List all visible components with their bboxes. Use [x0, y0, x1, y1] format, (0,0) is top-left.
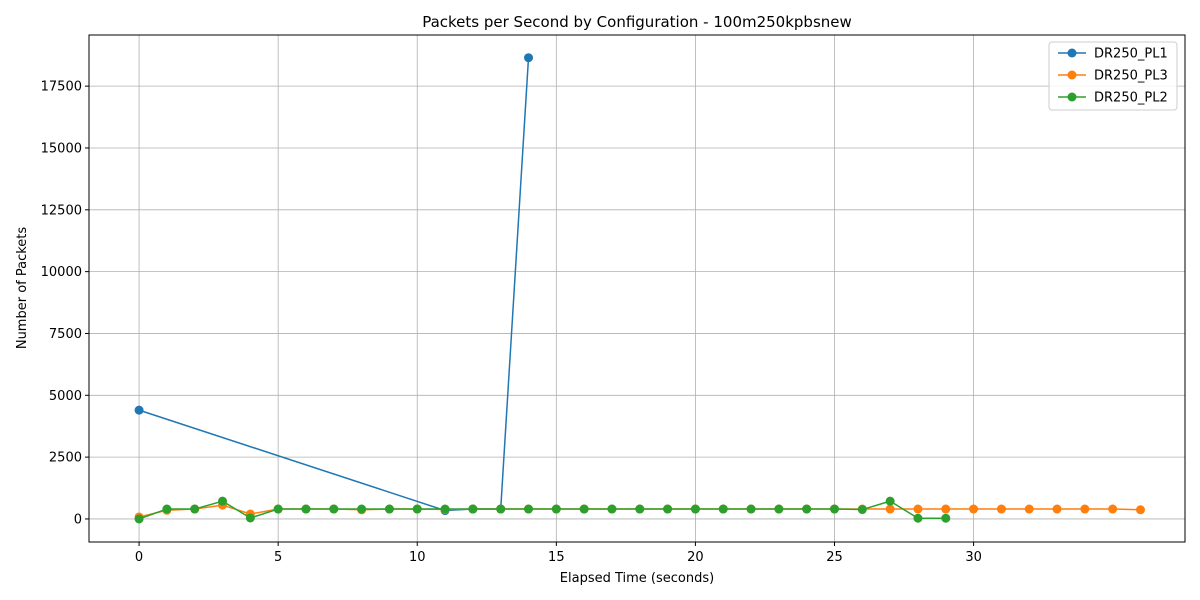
data-point-dr250-pl2: [496, 504, 506, 514]
data-point-dr250-pl2: [718, 504, 728, 514]
data-point-dr250-pl3: [1052, 504, 1062, 514]
legend-marker: [1067, 92, 1077, 102]
data-point-dr250-pl2: [162, 504, 172, 514]
data-point-dr250-pl3: [969, 504, 979, 514]
y-tick-label: 0: [74, 512, 82, 527]
x-axis-label: Elapsed Time (seconds): [560, 571, 714, 586]
data-point-dr250-pl3: [1080, 504, 1090, 514]
data-point-dr250-pl2: [273, 504, 283, 514]
data-point-dr250-pl2: [551, 504, 561, 514]
data-point-dr250-pl2: [607, 504, 617, 514]
legend-label: DR250_PL1: [1094, 47, 1168, 62]
y-tick-label: 5000: [49, 389, 82, 404]
data-point-dr250-pl2: [190, 504, 200, 514]
data-point-dr250-pl3: [1024, 504, 1034, 514]
series-line-dr250-pl1: [138, 57, 530, 512]
data-point-dr250-pl2: [329, 504, 339, 514]
data-point-dr250-pl2: [690, 504, 700, 514]
data-point-dr250-pl2: [941, 513, 951, 523]
x-tick-label: 0: [135, 550, 143, 565]
y-tick-label: 2500: [49, 451, 82, 466]
data-point-dr250-pl2: [301, 504, 311, 514]
series-lines: [134, 53, 1145, 524]
data-point-dr250-pl2: [384, 504, 394, 514]
y-tick-label: 12500: [41, 203, 82, 218]
legend-marker: [1067, 48, 1077, 58]
data-point-dr250-pl1: [524, 53, 534, 63]
y-axis-label: Number of Packets: [15, 227, 30, 350]
chart-title: Packets per Second by Configuration - 10…: [422, 13, 852, 31]
legend: DR250_PL1 DR250_PL3 DR250_PL2: [1048, 41, 1178, 111]
x-tick-label: 20: [687, 550, 704, 565]
y-tick-label: 7500: [49, 327, 82, 342]
data-point-dr250-pl2: [468, 504, 478, 514]
axis-ticks: 0 5 10 15 20 25 30 0 2500 5000 7500 10000 12500 15000…: [41, 80, 982, 565]
data-point-dr250-pl2: [857, 505, 867, 515]
data-point-dr250-pl2: [802, 504, 812, 514]
data-point-dr250-pl2: [357, 504, 367, 514]
legend-label: DR250_PL2: [1094, 91, 1168, 106]
data-point-dr250-pl2: [218, 496, 228, 506]
legend-label: DR250_PL3: [1094, 69, 1168, 84]
data-point-dr250-pl3: [913, 504, 923, 514]
data-point-dr250-pl2: [663, 504, 673, 514]
legend-box: [1048, 41, 1178, 111]
series-line-dr250-pl2: [138, 500, 946, 520]
x-tick-label: 5: [274, 550, 282, 565]
x-tick-label: 30: [965, 550, 982, 565]
plot-area: [88, 34, 1186, 543]
y-tick-label: 10000: [41, 265, 82, 280]
x-tick-label: 10: [409, 550, 426, 565]
data-point-dr250-pl2: [774, 504, 784, 514]
legend-marker: [1067, 70, 1077, 80]
data-point-dr250-pl3: [941, 504, 951, 514]
data-point-dr250-pl2: [913, 513, 923, 523]
data-point-dr250-pl2: [440, 504, 450, 514]
y-tick-label: 15000: [41, 141, 82, 156]
data-point-dr250-pl2: [412, 504, 422, 514]
grid-lines: [89, 35, 1185, 542]
data-point-dr250-pl3: [1135, 505, 1145, 515]
data-point-dr250-pl1: [134, 405, 144, 415]
y-tick-label: 17500: [41, 80, 82, 95]
data-point-dr250-pl3: [1108, 504, 1118, 514]
data-point-dr250-pl3: [885, 504, 895, 514]
data-point-dr250-pl2: [524, 504, 534, 514]
data-point-dr250-pl2: [134, 514, 144, 524]
data-point-dr250-pl2: [245, 513, 255, 523]
x-tick-label: 15: [548, 550, 565, 565]
data-point-dr250-pl2: [830, 504, 840, 514]
data-point-dr250-pl2: [885, 496, 895, 506]
data-point-dr250-pl3: [996, 504, 1006, 514]
data-point-dr250-pl2: [746, 504, 756, 514]
x-tick-label: 25: [826, 550, 843, 565]
data-point-dr250-pl2: [579, 504, 589, 514]
data-point-dr250-pl2: [635, 504, 645, 514]
